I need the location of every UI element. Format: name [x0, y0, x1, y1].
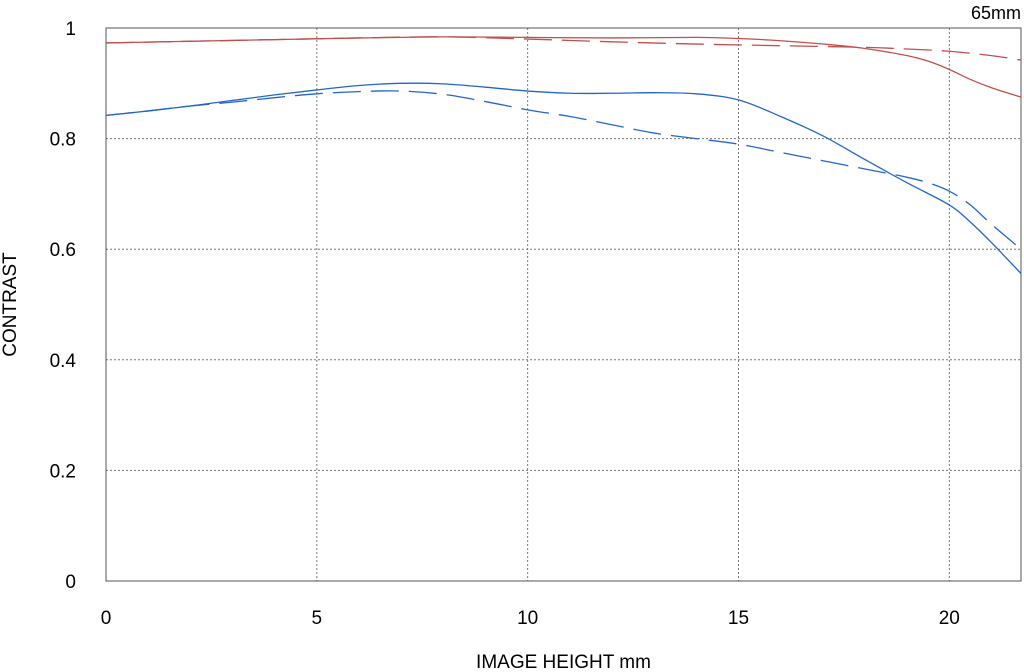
series-line-4	[105, 90, 1022, 250]
y-tick-label: 0.2	[50, 461, 76, 482]
y-tick-label: 0.4	[50, 351, 77, 372]
series-layer	[105, 36, 1022, 274]
tick-labels: 0 5 10 15 20 0 0.2 0.4 0.6 0.8 1	[50, 19, 960, 629]
y-axis-title: CONTRAST	[0, 252, 21, 357]
focal-length-label: 65mm	[971, 3, 1021, 23]
y-tick-label: 0.8	[50, 130, 76, 151]
series-line-1	[105, 36, 1022, 98]
x-tick-label: 15	[728, 608, 749, 629]
x-tick-label: 20	[939, 608, 960, 629]
x-axis-title: IMAGE HEIGHT mm	[476, 652, 651, 672]
x-tick-label: 0	[101, 608, 112, 629]
y-tick-label: 1	[65, 19, 76, 40]
grid	[106, 28, 1021, 581]
y-tick-label: 0	[65, 572, 76, 593]
plot-frame	[105, 27, 1022, 582]
x-tick-label: 5	[312, 608, 323, 629]
series-line-2	[105, 36, 1022, 61]
y-tick-label: 0.6	[50, 240, 76, 261]
x-tick-label: 10	[517, 608, 538, 629]
series-line-3	[105, 82, 1022, 274]
